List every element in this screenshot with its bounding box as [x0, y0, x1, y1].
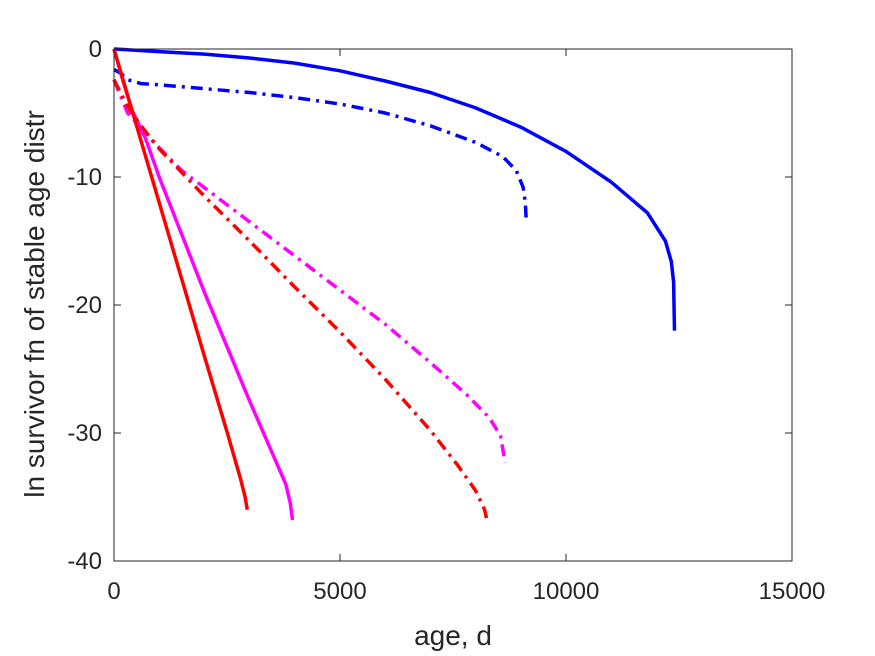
x-tick-label: 5000	[313, 578, 366, 605]
x-tick-label: 10000	[533, 578, 600, 605]
series-line-1	[113, 47, 677, 331]
ticks-layer: 0 5000 10000 15000 -40 -30 -20 -10 0	[67, 36, 825, 605]
y-tick-label: -40	[67, 548, 102, 575]
y-tick-label: -10	[67, 164, 102, 191]
x-axis-label: age, d	[414, 620, 492, 651]
x-tick-label: 15000	[759, 578, 826, 605]
y-axis-label: ln survivor fn of stable age distr	[19, 110, 50, 498]
x-tick-label: 0	[107, 578, 120, 605]
y-tick-label: -30	[67, 420, 102, 447]
series-line-5	[112, 48, 250, 511]
y-tick-label: -20	[67, 292, 102, 319]
series-layer	[112, 47, 677, 521]
y-tick-label: 0	[89, 36, 102, 63]
series-line-6	[112, 78, 489, 521]
